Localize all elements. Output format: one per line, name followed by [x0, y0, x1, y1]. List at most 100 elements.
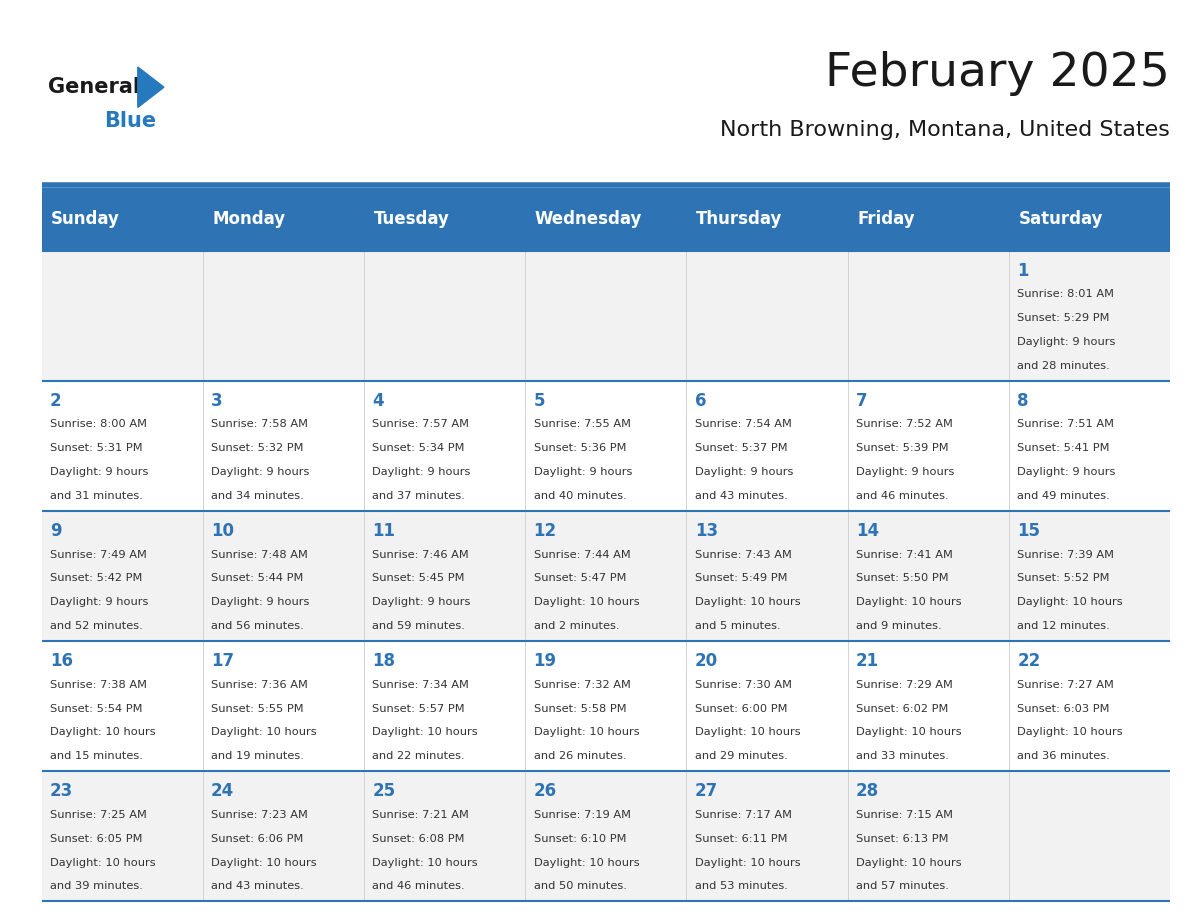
Text: Sunset: 5:57 PM: Sunset: 5:57 PM — [372, 703, 465, 713]
Text: and 53 minutes.: and 53 minutes. — [695, 881, 788, 891]
Text: Sunset: 6:00 PM: Sunset: 6:00 PM — [695, 703, 788, 713]
Text: 11: 11 — [372, 522, 396, 540]
Text: and 22 minutes.: and 22 minutes. — [372, 751, 465, 761]
Text: 19: 19 — [533, 652, 557, 670]
Text: Sunrise: 7:49 AM: Sunrise: 7:49 AM — [50, 550, 147, 559]
Text: Sunrise: 7:30 AM: Sunrise: 7:30 AM — [695, 679, 792, 689]
Text: Sunrise: 7:46 AM: Sunrise: 7:46 AM — [372, 550, 469, 559]
Text: and 5 minutes.: and 5 minutes. — [695, 621, 781, 631]
Text: and 43 minutes.: and 43 minutes. — [695, 491, 788, 501]
Text: Sunset: 5:49 PM: Sunset: 5:49 PM — [695, 574, 788, 583]
Text: Daylight: 10 hours: Daylight: 10 hours — [857, 727, 961, 737]
Bar — [42, 641, 1170, 771]
Text: Daylight: 10 hours: Daylight: 10 hours — [695, 857, 801, 868]
Text: Sunrise: 8:00 AM: Sunrise: 8:00 AM — [50, 420, 147, 430]
Text: Sunrise: 7:36 AM: Sunrise: 7:36 AM — [211, 679, 308, 689]
Text: and 49 minutes.: and 49 minutes. — [1017, 491, 1110, 501]
Text: Sunrise: 7:17 AM: Sunrise: 7:17 AM — [695, 810, 792, 820]
Text: Sunset: 6:06 PM: Sunset: 6:06 PM — [211, 834, 303, 844]
Text: Daylight: 10 hours: Daylight: 10 hours — [533, 598, 639, 607]
Text: Sunrise: 7:15 AM: Sunrise: 7:15 AM — [857, 810, 953, 820]
Text: Daylight: 9 hours: Daylight: 9 hours — [50, 467, 148, 477]
Text: 24: 24 — [211, 782, 234, 800]
Text: Sunrise: 7:27 AM: Sunrise: 7:27 AM — [1017, 679, 1114, 689]
Text: February 2025: February 2025 — [826, 50, 1170, 96]
Text: and 43 minutes.: and 43 minutes. — [211, 881, 304, 891]
Text: Daylight: 10 hours: Daylight: 10 hours — [695, 727, 801, 737]
Text: and 50 minutes.: and 50 minutes. — [533, 881, 626, 891]
Text: 6: 6 — [695, 392, 707, 409]
Text: Sunrise: 7:21 AM: Sunrise: 7:21 AM — [372, 810, 469, 820]
Text: Daylight: 10 hours: Daylight: 10 hours — [1017, 598, 1123, 607]
Text: Daylight: 9 hours: Daylight: 9 hours — [211, 598, 310, 607]
Text: Daylight: 9 hours: Daylight: 9 hours — [695, 467, 794, 477]
Bar — [42, 188, 1170, 251]
Text: and 33 minutes.: and 33 minutes. — [857, 751, 949, 761]
Text: Sunset: 6:11 PM: Sunset: 6:11 PM — [695, 834, 788, 844]
Text: Sunrise: 7:52 AM: Sunrise: 7:52 AM — [857, 420, 953, 430]
Text: and 56 minutes.: and 56 minutes. — [211, 621, 304, 631]
Text: 22: 22 — [1017, 652, 1041, 670]
Text: Daylight: 9 hours: Daylight: 9 hours — [372, 598, 470, 607]
Text: 13: 13 — [695, 522, 718, 540]
Text: 4: 4 — [372, 392, 384, 409]
Text: Sunrise: 7:58 AM: Sunrise: 7:58 AM — [211, 420, 308, 430]
Text: 9: 9 — [50, 522, 62, 540]
Text: Daylight: 10 hours: Daylight: 10 hours — [533, 727, 639, 737]
Text: Thursday: Thursday — [696, 210, 783, 229]
Text: and 39 minutes.: and 39 minutes. — [50, 881, 143, 891]
Text: and 12 minutes.: and 12 minutes. — [1017, 621, 1110, 631]
Text: Daylight: 9 hours: Daylight: 9 hours — [211, 467, 310, 477]
Text: Daylight: 10 hours: Daylight: 10 hours — [372, 857, 478, 868]
Text: Daylight: 10 hours: Daylight: 10 hours — [695, 598, 801, 607]
Text: Sunset: 6:05 PM: Sunset: 6:05 PM — [50, 834, 143, 844]
Text: Sunset: 5:39 PM: Sunset: 5:39 PM — [857, 443, 949, 453]
Text: 18: 18 — [372, 652, 396, 670]
Text: Sunset: 5:32 PM: Sunset: 5:32 PM — [211, 443, 304, 453]
Text: Sunset: 5:42 PM: Sunset: 5:42 PM — [50, 574, 143, 583]
Text: and 31 minutes.: and 31 minutes. — [50, 491, 143, 501]
Bar — [42, 251, 1170, 381]
Text: and 19 minutes.: and 19 minutes. — [211, 751, 304, 761]
Text: 14: 14 — [857, 522, 879, 540]
Text: Sunrise: 7:34 AM: Sunrise: 7:34 AM — [372, 679, 469, 689]
Text: Blue: Blue — [105, 111, 157, 131]
Text: Friday: Friday — [858, 210, 915, 229]
Text: Daylight: 9 hours: Daylight: 9 hours — [533, 467, 632, 477]
Text: Daylight: 10 hours: Daylight: 10 hours — [1017, 727, 1123, 737]
Text: Sunset: 5:50 PM: Sunset: 5:50 PM — [857, 574, 949, 583]
Text: Daylight: 10 hours: Daylight: 10 hours — [372, 727, 478, 737]
Text: 15: 15 — [1017, 522, 1041, 540]
Text: Sunset: 5:44 PM: Sunset: 5:44 PM — [211, 574, 303, 583]
Text: Sunrise: 7:38 AM: Sunrise: 7:38 AM — [50, 679, 147, 689]
Text: Sunrise: 7:48 AM: Sunrise: 7:48 AM — [211, 550, 308, 559]
Text: 26: 26 — [533, 782, 557, 800]
Bar — [42, 511, 1170, 641]
Text: Sunrise: 7:57 AM: Sunrise: 7:57 AM — [372, 420, 469, 430]
Bar — [42, 771, 1170, 901]
Text: Daylight: 9 hours: Daylight: 9 hours — [1017, 337, 1116, 347]
Text: Sunset: 6:03 PM: Sunset: 6:03 PM — [1017, 703, 1110, 713]
Text: Sunrise: 7:32 AM: Sunrise: 7:32 AM — [533, 679, 631, 689]
Text: 16: 16 — [50, 652, 72, 670]
Text: and 15 minutes.: and 15 minutes. — [50, 751, 143, 761]
Text: Daylight: 9 hours: Daylight: 9 hours — [857, 467, 954, 477]
Text: Sunrise: 7:54 AM: Sunrise: 7:54 AM — [695, 420, 791, 430]
Text: Sunset: 5:45 PM: Sunset: 5:45 PM — [372, 574, 465, 583]
Text: 7: 7 — [857, 392, 867, 409]
Text: 5: 5 — [533, 392, 545, 409]
Text: Sunrise: 7:44 AM: Sunrise: 7:44 AM — [533, 550, 631, 559]
Text: Sunset: 5:37 PM: Sunset: 5:37 PM — [695, 443, 788, 453]
Text: Sunrise: 7:43 AM: Sunrise: 7:43 AM — [695, 550, 791, 559]
Text: Sunset: 6:13 PM: Sunset: 6:13 PM — [857, 834, 948, 844]
Text: Sunset: 6:08 PM: Sunset: 6:08 PM — [372, 834, 465, 844]
Text: Sunrise: 7:41 AM: Sunrise: 7:41 AM — [857, 550, 953, 559]
Text: Daylight: 10 hours: Daylight: 10 hours — [211, 857, 317, 868]
Text: Tuesday: Tuesday — [373, 210, 449, 229]
Text: Sunrise: 7:25 AM: Sunrise: 7:25 AM — [50, 810, 147, 820]
Text: Daylight: 10 hours: Daylight: 10 hours — [857, 598, 961, 607]
Bar — [42, 381, 1170, 511]
Text: and 2 minutes.: and 2 minutes. — [533, 621, 619, 631]
Text: 3: 3 — [211, 392, 222, 409]
Text: Daylight: 9 hours: Daylight: 9 hours — [372, 467, 470, 477]
